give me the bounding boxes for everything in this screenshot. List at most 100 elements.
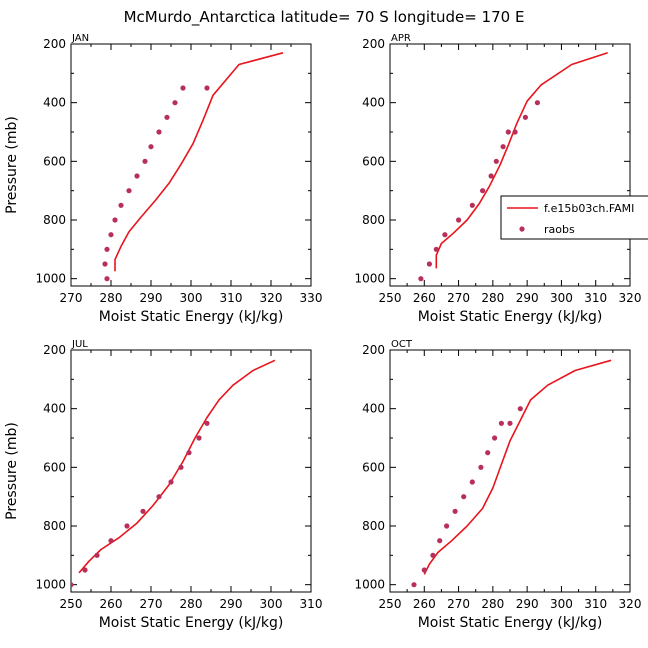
raobs-point xyxy=(172,100,178,106)
y-tick-label: 1000 xyxy=(35,578,66,592)
x-tick-label: 250 xyxy=(379,291,402,305)
model-line-jan xyxy=(114,52,284,272)
raobs-point xyxy=(442,232,448,238)
y-tick-label: 400 xyxy=(43,402,66,416)
x-tick-label: 310 xyxy=(220,291,243,305)
y-tick-label: 200 xyxy=(362,37,385,51)
panel-oct: 250 260 270 280 290 300 310 320 200 400 600 800 1000… xyxy=(354,339,641,631)
x-tick-label: 270 xyxy=(447,597,470,611)
plot-frame-apr xyxy=(389,43,631,287)
raobs-point xyxy=(142,158,148,164)
x-tick-label: 290 xyxy=(220,597,243,611)
raobs-point xyxy=(444,523,450,529)
y-tick-label: 600 xyxy=(362,154,385,168)
raobs-point xyxy=(118,202,124,208)
y-tick-label: 800 xyxy=(43,519,66,533)
raobs-point xyxy=(461,494,467,500)
y-tick-label: 800 xyxy=(362,213,385,227)
x-tick-label: 270 xyxy=(447,291,470,305)
x-tick-label: 300 xyxy=(550,597,573,611)
raobs-point xyxy=(512,129,518,135)
raobs-point xyxy=(478,464,484,470)
raobs-point xyxy=(108,538,114,544)
x-axis-label: Moist Static Energy (kJ/kg) xyxy=(418,309,603,325)
raobs-point xyxy=(492,435,498,441)
y-tick-label: 1000 xyxy=(354,272,385,286)
raobs-point xyxy=(430,552,436,558)
x-axis-label: Moist Static Energy (kJ/kg) xyxy=(418,615,603,631)
x-axis-label: Moist Static Energy (kJ/kg) xyxy=(99,615,284,631)
y-tick-label: 800 xyxy=(362,519,385,533)
y-tick-label: 1000 xyxy=(35,272,66,286)
raobs-point xyxy=(456,217,462,223)
panel-label-jan: JAN xyxy=(71,33,89,44)
y-tick-label: 800 xyxy=(43,213,66,227)
raobs-point xyxy=(178,464,184,470)
raobs-point xyxy=(148,144,154,150)
raobs-point xyxy=(421,567,427,573)
x-tick-label: 250 xyxy=(60,597,83,611)
x-tick-label: 320 xyxy=(619,291,642,305)
x-axis-label: Moist Static Energy (kJ/kg) xyxy=(99,309,284,325)
panels: 270 280 290 300 310 320 330 200 400 600 800 1000 JAN… xyxy=(4,33,641,631)
plot-frame-jul xyxy=(70,349,312,593)
raobs-point xyxy=(507,420,513,426)
raobs-point xyxy=(204,85,210,91)
raobs-point xyxy=(517,406,523,412)
x-tick-label: 300 xyxy=(260,597,283,611)
y-tick-label: 400 xyxy=(362,96,385,110)
x-tick-label: 300 xyxy=(180,291,203,305)
raobs-point xyxy=(124,523,130,529)
y-axis-label: Pressure (mb) xyxy=(4,116,20,214)
raobs-point xyxy=(94,552,100,558)
x-tick-label: 330 xyxy=(300,291,323,305)
panel-apr: 250 260 270 280 290 300 310 320 200 400 600 800 1000… xyxy=(354,33,641,325)
x-tick-label: 310 xyxy=(584,291,607,305)
raobs-point xyxy=(469,479,475,485)
raobs-point xyxy=(112,217,118,223)
raobs-point xyxy=(156,129,162,135)
y-tick-label: 400 xyxy=(43,96,66,110)
raobs-point xyxy=(108,232,114,238)
panel-label-jul: JUL xyxy=(71,339,88,350)
panel-jan: 270 280 290 300 310 320 330 200 400 600 800 1000 JAN… xyxy=(4,33,322,325)
x-tick-label: 290 xyxy=(140,291,163,305)
figure-title: McMurdo_Antarctica latitude= 70 S longit… xyxy=(124,8,525,27)
y-tick-label: 600 xyxy=(362,460,385,474)
raobs-point xyxy=(204,420,210,426)
x-tick-label: 290 xyxy=(516,291,539,305)
x-tick-label: 260 xyxy=(413,291,436,305)
raobs-point xyxy=(104,276,110,282)
raobs-point xyxy=(196,435,202,441)
legend-raobs-label: raobs xyxy=(544,223,575,236)
legend-model-label: f.e15b03ch.FAMI xyxy=(544,202,634,215)
legend-box xyxy=(500,195,648,240)
raobs-point xyxy=(180,85,186,91)
raobs-point xyxy=(104,246,110,252)
raobs-point xyxy=(156,494,162,500)
raobs-point xyxy=(498,420,504,426)
x-tick-label: 310 xyxy=(300,597,323,611)
x-tick-label: 260 xyxy=(413,597,436,611)
raobs-point xyxy=(126,188,132,194)
panel-label-oct: OCT xyxy=(391,339,413,350)
raobs-point xyxy=(500,144,506,150)
x-tick-label: 280 xyxy=(481,597,504,611)
y-axis-label: Pressure (mb) xyxy=(4,422,20,520)
x-tick-label: 260 xyxy=(100,597,123,611)
x-tick-label: 270 xyxy=(60,291,83,305)
raobs-point xyxy=(164,114,170,120)
raobs-point xyxy=(469,202,475,208)
x-tick-label: 280 xyxy=(481,291,504,305)
raobs-point xyxy=(134,173,140,179)
y-tick-label: 200 xyxy=(43,343,66,357)
raobs-point xyxy=(411,582,417,588)
y-tick-label: 600 xyxy=(43,154,66,168)
model-line-apr xyxy=(435,52,608,269)
y-tick-label: 1000 xyxy=(354,578,385,592)
x-tick-label: 270 xyxy=(140,597,163,611)
x-tick-label: 290 xyxy=(516,597,539,611)
legend: f.e15b03ch.FAMI raobs xyxy=(500,195,648,240)
raobs-point xyxy=(71,582,74,588)
